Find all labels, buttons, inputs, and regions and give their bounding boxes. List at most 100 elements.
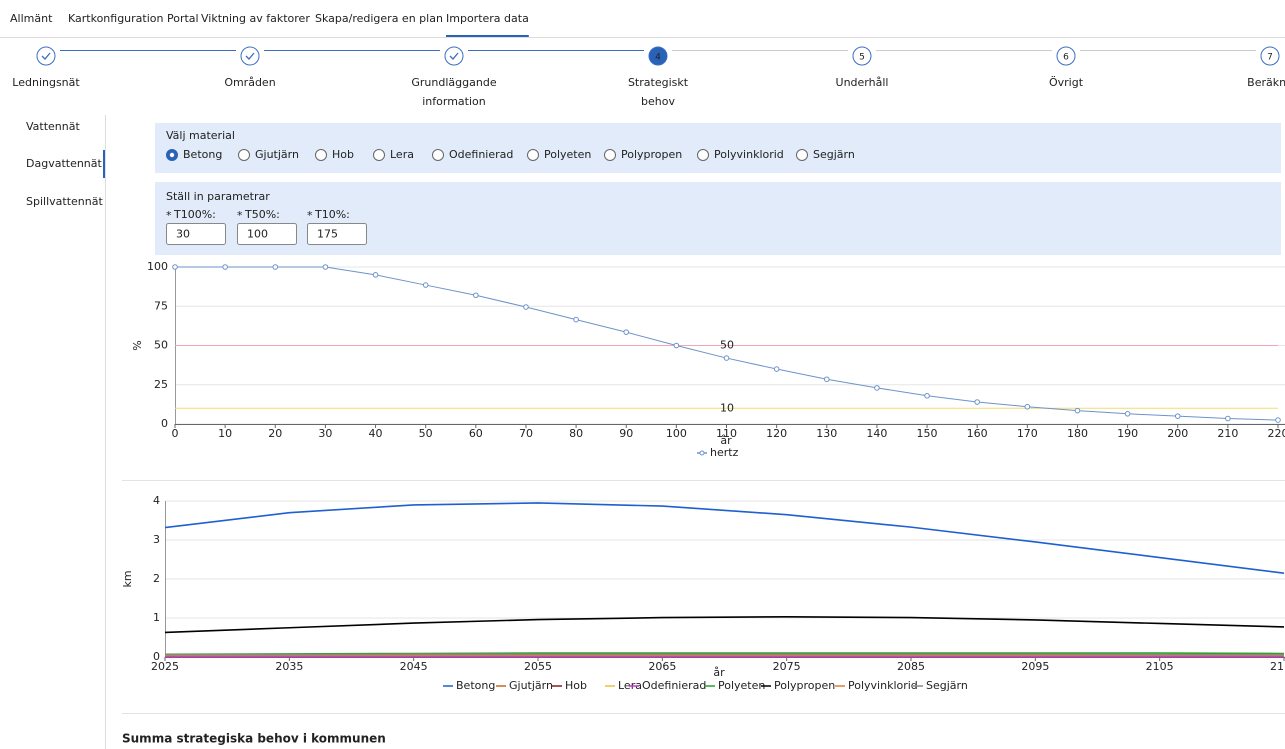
step-label[interactable]: behov: [641, 95, 675, 108]
input-value: 30: [176, 228, 190, 241]
step-label[interactable]: Ledningsnät: [12, 76, 80, 89]
input-box[interactable]: [237, 223, 297, 245]
series-line: [164, 502, 1285, 574]
y-tick-label: 0: [153, 650, 160, 663]
legend-label[interactable]: Hob: [565, 679, 587, 692]
sidebar-item[interactable]: Dagvattennät: [26, 157, 103, 170]
point: [773, 366, 780, 372]
x-tick-label: 150: [917, 427, 938, 440]
reference-label: 10: [720, 401, 734, 414]
x-tick-label: 170: [1017, 427, 1038, 440]
step-label[interactable]: Områden: [224, 76, 275, 89]
y-tick-label: 0: [161, 417, 168, 430]
point: [623, 329, 630, 335]
legend-label[interactable]: Odefinierad: [642, 679, 706, 692]
legend-label[interactable]: hertz: [710, 446, 739, 459]
point: [974, 399, 980, 405]
step-circle[interactable]: [1056, 46, 1076, 66]
y-tick-label: 4: [153, 494, 160, 507]
step-circle[interactable]: [444, 46, 464, 66]
sidebar-active-bar: [103, 150, 105, 178]
radio[interactable]: [373, 149, 385, 161]
tab[interactable]: Importera data: [446, 12, 529, 25]
material-panel: [155, 123, 1281, 173]
step-circle[interactable]: [240, 46, 260, 66]
point: [222, 264, 228, 270]
step-number: 6: [1063, 53, 1069, 63]
step-circle[interactable]: [36, 46, 56, 66]
legend-label[interactable]: Polyeten: [718, 679, 765, 692]
required-mark: *: [237, 209, 243, 222]
x-tick-label: 2035: [275, 660, 303, 673]
radio[interactable]: [432, 149, 444, 161]
x-tick-label: 200: [1167, 427, 1188, 440]
step-circle[interactable]: [648, 46, 668, 66]
tab[interactable]: Viktning av faktorer: [201, 12, 310, 25]
radio-label[interactable]: Hob: [332, 148, 354, 161]
step-label[interactable]: Beräkna: [1247, 76, 1285, 89]
step-label[interactable]: Grundläggande: [411, 76, 496, 89]
sidebar-item[interactable]: Spillvattennät: [26, 195, 103, 208]
tab[interactable]: Skapa/redigera en plan: [315, 12, 443, 25]
step-label[interactable]: Strategiskt: [628, 76, 689, 89]
legend-label[interactable]: Gjutjärn: [509, 679, 553, 692]
radio-label[interactable]: Betong: [183, 148, 222, 161]
step-label[interactable]: information: [422, 95, 486, 108]
radio-label[interactable]: Polyeten: [544, 148, 591, 161]
radio-label[interactable]: Gjutjärn: [255, 148, 299, 161]
sidebar-item[interactable]: Vattennät: [26, 120, 80, 133]
required-mark: *: [166, 209, 172, 222]
x-tick-label: 120: [766, 427, 787, 440]
x-tick-label: 2045: [400, 660, 428, 673]
point: [1124, 410, 1131, 417]
material-title: Välj material: [166, 129, 235, 142]
x-tick-label: 100: [666, 427, 687, 440]
radio[interactable]: [527, 149, 539, 161]
step-circle[interactable]: [1260, 46, 1280, 66]
summary-title: Summa strategiska behov i kommunen: [122, 732, 386, 746]
legend-label[interactable]: Betong: [456, 679, 495, 692]
point: [372, 272, 379, 278]
radio[interactable]: [238, 149, 250, 161]
field-label: T50%:: [244, 208, 280, 221]
radio[interactable]: [315, 149, 327, 161]
radio[interactable]: [604, 149, 616, 161]
step-check: [41, 52, 51, 60]
y-axis-title: %: [131, 340, 144, 350]
radio[interactable]: [697, 149, 709, 161]
y-axis-title: km: [121, 570, 134, 587]
field-label: T100%:: [173, 208, 216, 221]
radio-label[interactable]: Segjärn: [813, 148, 855, 161]
step-label[interactable]: Övrigt: [1049, 76, 1084, 89]
tab[interactable]: Kartkonfiguration Portal: [68, 12, 199, 25]
step-label[interactable]: Underhåll: [836, 76, 889, 89]
radio-label[interactable]: Polyvinklorid: [714, 148, 784, 161]
tab[interactable]: Allmänt: [10, 12, 53, 25]
input-box[interactable]: [166, 223, 226, 245]
legend-label[interactable]: Segjärn: [926, 679, 968, 692]
point: [272, 264, 279, 270]
radio-label[interactable]: Odefinierad: [449, 148, 513, 161]
x-axis-title: år: [713, 666, 725, 679]
point: [874, 385, 880, 391]
radio-label[interactable]: Lera: [390, 148, 414, 161]
point: [924, 392, 930, 399]
legend-marker: [699, 450, 705, 456]
point: [322, 264, 329, 270]
x-tick-label: 210: [1217, 427, 1238, 440]
step-check: [449, 52, 459, 60]
step-circle[interactable]: [852, 46, 872, 66]
legend-label[interactable]: Polyvinklorid: [848, 679, 918, 692]
x-tick-label: 2085: [897, 660, 925, 673]
input-box[interactable]: [307, 223, 367, 245]
radio-dot: [169, 152, 175, 158]
field-label: T10%:: [314, 208, 350, 221]
x-tick-label: 2075: [773, 660, 801, 673]
y-tick-label: 2: [153, 572, 160, 585]
point: [1225, 415, 1231, 422]
radio[interactable]: [796, 149, 808, 161]
legend-label[interactable]: Polypropen: [774, 679, 835, 692]
radio-label[interactable]: Polypropen: [621, 148, 682, 161]
